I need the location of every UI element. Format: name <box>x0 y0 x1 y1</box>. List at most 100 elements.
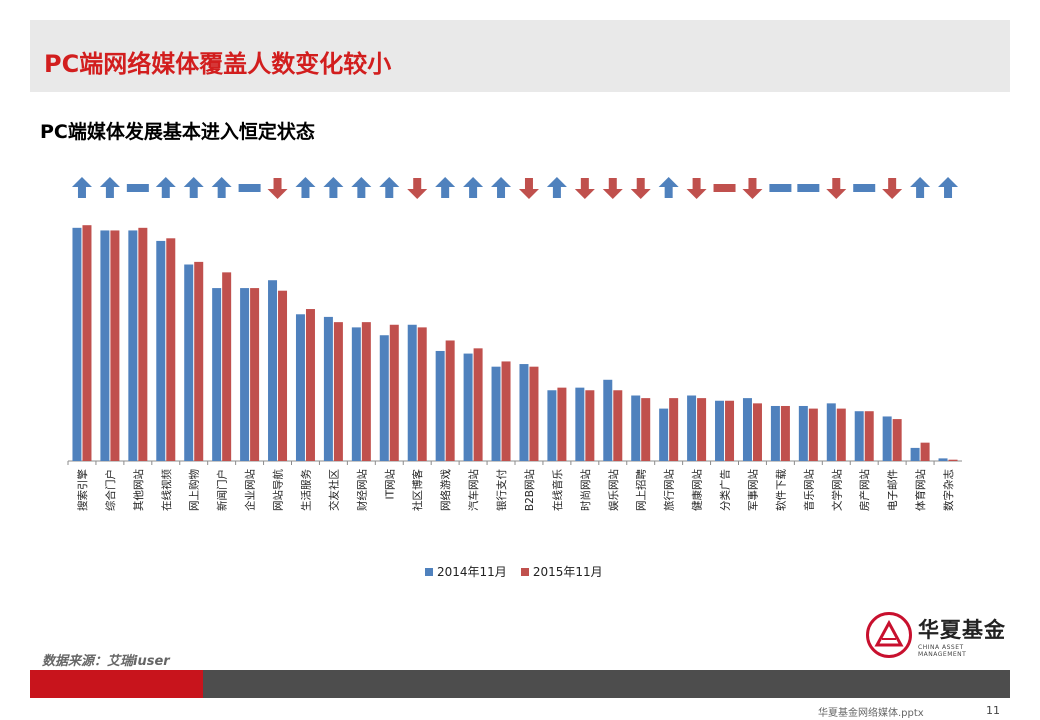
category-label: 娱乐网站 <box>607 469 620 511</box>
category-label: 汽车网站 <box>467 469 480 511</box>
category-label: 社区博客 <box>411 469 424 511</box>
bar-2015 <box>585 390 595 461</box>
category-label: 网上购物 <box>188 469 201 511</box>
legend-label-2015: 2015年11月 <box>532 565 603 579</box>
category-label: 银行支付 <box>495 469 508 511</box>
bar-2014 <box>742 398 752 461</box>
trend-down-arrow-icon <box>602 178 623 199</box>
bar-2014 <box>379 335 389 461</box>
bar-2015 <box>725 400 735 461</box>
bar-2014 <box>100 230 110 461</box>
bar-2015 <box>557 387 567 461</box>
trend-down-arrow-icon <box>882 178 903 199</box>
bar-2015 <box>82 225 92 461</box>
category-label: 在线音乐 <box>551 469 564 511</box>
bar-2014 <box>826 403 836 461</box>
bar-2014 <box>184 264 194 461</box>
trend-up-arrow-icon <box>491 177 512 198</box>
category-label: 在线视频 <box>160 469 173 511</box>
bar-2015 <box>529 366 539 461</box>
category-label: 新闻门户 <box>216 469 229 511</box>
category-label: 搜索引擎 <box>76 469 89 511</box>
bar-2015 <box>445 340 455 461</box>
bar-2015 <box>697 398 707 461</box>
company-logo: 华夏基金 CHINA ASSET MANAGEMENT <box>866 612 1012 664</box>
trend-up-arrow-icon <box>71 177 92 198</box>
trend-flat-icon <box>797 184 820 192</box>
trend-up-arrow-icon <box>463 177 484 198</box>
bar-2014 <box>910 447 920 461</box>
bar-2014 <box>463 353 473 461</box>
trend-flat-icon <box>238 184 261 192</box>
trend-down-arrow-icon <box>267 178 288 199</box>
bar-2015 <box>864 411 874 461</box>
trend-flat-icon <box>769 184 792 192</box>
bar-2015 <box>222 272 232 461</box>
bar-2015 <box>669 398 679 461</box>
category-label: 时尚网站 <box>579 469 592 511</box>
bar-2014 <box>882 416 892 461</box>
logo-english: CHINA ASSET MANAGEMENT <box>918 644 967 658</box>
bar-2014 <box>295 314 305 461</box>
category-label: 财经网站 <box>355 469 368 511</box>
bar-2015 <box>250 288 260 461</box>
trend-down-arrow-icon <box>407 178 428 199</box>
category-label: B2B网站 <box>523 469 536 512</box>
category-label: 网络游戏 <box>439 469 452 511</box>
category-label: 交友社区 <box>327 469 340 511</box>
bar-2015 <box>641 398 651 461</box>
legend-swatch-2015 <box>520 567 529 576</box>
category-label: 体育网站 <box>914 469 927 511</box>
trend-up-arrow-icon <box>435 177 456 198</box>
data-source: 数据来源：艾瑞iuser <box>42 654 170 669</box>
trend-up-arrow-icon <box>658 177 679 198</box>
bar-2015 <box>194 261 204 461</box>
bar-2015 <box>110 230 120 461</box>
bar-2014 <box>323 316 333 461</box>
category-label: 健康网站 <box>691 469 704 511</box>
trend-up-arrow-icon <box>546 177 567 198</box>
bar-2015 <box>836 408 846 461</box>
trend-up-arrow-icon <box>351 177 372 198</box>
bar-2014 <box>72 227 82 461</box>
category-label: 旅行网站 <box>663 469 676 511</box>
category-label: 文学网站 <box>830 469 843 511</box>
trend-flat-icon <box>853 184 876 192</box>
legend-item-2015: 2015年11月 <box>520 563 603 580</box>
footer-filename: 华夏基金网络媒体.pptx <box>818 708 924 719</box>
category-label: 音乐网站 <box>802 469 815 511</box>
page-title: PC端网络媒体覆盖人数变化较小 <box>44 50 392 78</box>
trend-up-arrow-icon <box>155 177 176 198</box>
bar-2014 <box>491 366 501 461</box>
category-label: 其他网站 <box>132 469 145 511</box>
legend-swatch-2014 <box>425 567 433 576</box>
category-label: 数字杂志 <box>942 469 955 511</box>
bar-2014 <box>519 364 529 461</box>
trend-down-arrow-icon <box>686 178 707 199</box>
category-label: 网上招聘 <box>635 469 648 511</box>
bar-2015 <box>892 419 902 461</box>
bar-2014 <box>351 327 361 461</box>
bar-2015 <box>278 290 288 461</box>
bar-2015 <box>305 309 315 461</box>
trend-up-arrow-icon <box>910 177 931 198</box>
bar-2015 <box>752 403 762 461</box>
logo-name: 华夏基金 <box>918 618 1006 642</box>
bar-2014 <box>240 288 250 461</box>
trend-up-arrow-icon <box>938 177 959 198</box>
trend-up-arrow-icon <box>379 177 400 198</box>
bar-2014 <box>854 411 864 461</box>
bar-2014 <box>715 400 725 461</box>
bar-2015 <box>501 361 511 461</box>
category-label: 综合门户 <box>104 469 117 511</box>
bar-2015 <box>473 348 483 461</box>
trend-flat-icon <box>126 184 149 192</box>
bar-2014 <box>435 350 445 461</box>
bar-2014 <box>938 458 948 461</box>
bar-2015 <box>138 227 148 461</box>
bar-2014 <box>407 324 417 461</box>
trend-up-arrow-icon <box>211 177 232 198</box>
trend-down-arrow-icon <box>826 178 847 199</box>
bar-2014 <box>631 395 641 461</box>
bar-2014 <box>575 387 585 461</box>
